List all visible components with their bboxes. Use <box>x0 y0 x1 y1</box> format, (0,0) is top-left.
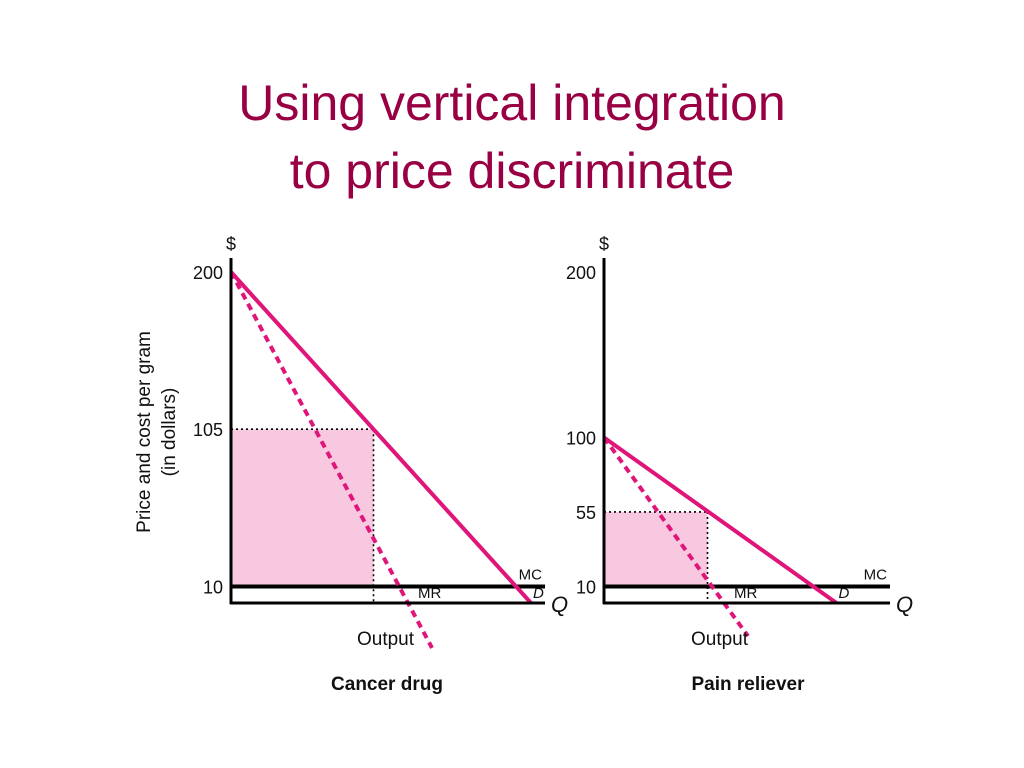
y-axis-label-line-2: (in dollars) <box>159 388 180 477</box>
slide-title-line-2: to price discriminate <box>289 143 735 199</box>
profit-area <box>604 511 708 587</box>
y-axis-symbol: $ <box>226 234 236 254</box>
y-tick-label: 10 <box>203 577 223 597</box>
y-tick-label: 105 <box>193 420 223 440</box>
profit-area <box>231 429 374 587</box>
demand-curve <box>602 435 838 605</box>
demand-label: D <box>533 585 544 602</box>
y-axis-symbol: $ <box>599 234 609 254</box>
y-axis-label-line-1: Price and cost per gram <box>134 331 155 533</box>
x-axis-label: Output <box>357 629 415 650</box>
y-tick-label: 200 <box>193 263 223 283</box>
mc-label: MC <box>864 566 887 583</box>
demand-curve <box>229 270 533 605</box>
chart-caption: Cancer drug <box>331 674 443 695</box>
y-tick-label: 200 <box>566 263 596 283</box>
x-axis-label: Output <box>691 629 749 650</box>
chart-pain-reliever: 200 100 55 10 $ Q MC MR D Output Pain reliever <box>566 234 913 695</box>
mr-label: MR <box>734 585 757 602</box>
x-axis-symbol: Q <box>551 592 568 617</box>
x-axis-symbol: Q <box>896 592 913 617</box>
y-tick-label: 100 <box>566 429 596 449</box>
slide-title-line-1: Using vertical integration <box>238 75 786 131</box>
chart-cancer-drug: 200 105 10 $ Q MC MR D Output Cancer drug <box>193 234 568 695</box>
chart-caption: Pain reliever <box>691 674 805 695</box>
demand-label: D <box>839 585 850 602</box>
y-tick-label: 10 <box>576 577 596 597</box>
mc-label: MC <box>519 566 542 583</box>
mr-label: MR <box>418 585 441 602</box>
y-tick-label: 55 <box>576 503 596 523</box>
